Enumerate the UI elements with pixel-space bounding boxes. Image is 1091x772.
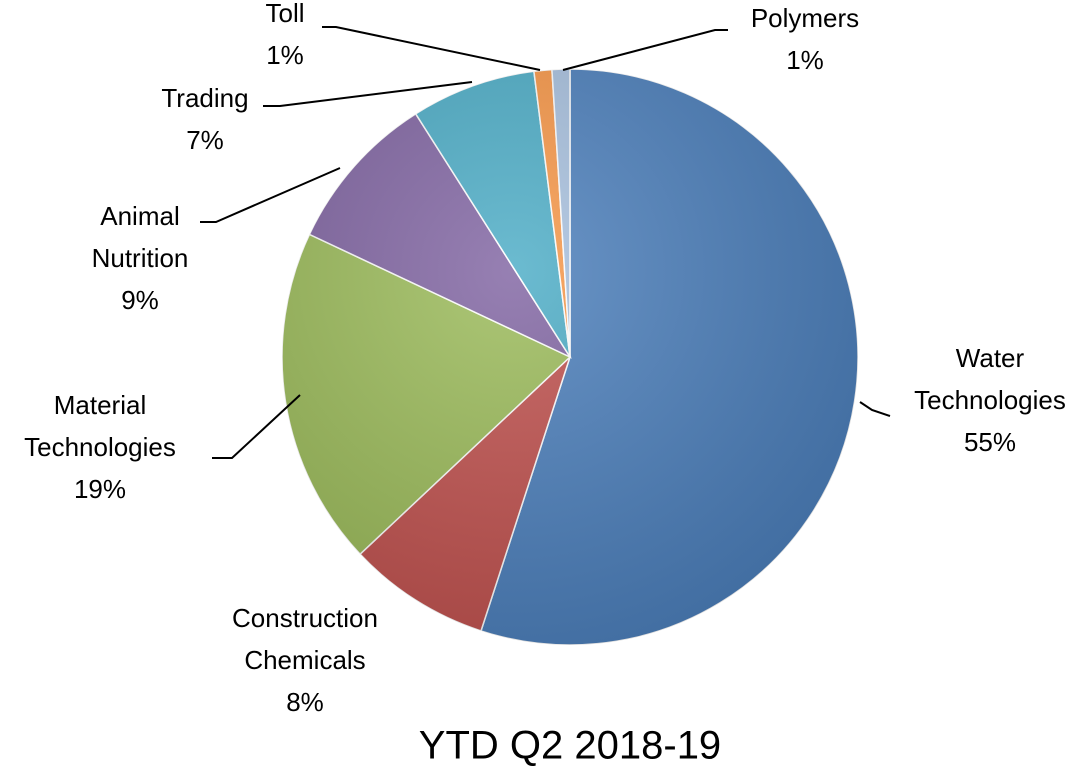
category-label: Toll	[265, 0, 304, 28]
category-label: Material Technologies	[24, 390, 176, 462]
value-label: 55%	[964, 427, 1016, 457]
category-label: Construction Chemicals	[232, 603, 378, 675]
category-label: Water Technologies	[914, 343, 1066, 415]
value-label: 9%	[121, 285, 159, 315]
value-label: 1%	[786, 45, 824, 75]
value-label: 1%	[266, 40, 304, 70]
category-label: Polymers	[751, 3, 859, 33]
leader-line	[200, 167, 341, 223]
leader-line	[322, 26, 541, 71]
value-label: 8%	[286, 687, 324, 717]
chart-title: YTD Q2 2018-19	[419, 724, 721, 768]
leader-line	[562, 29, 728, 71]
leader-line	[859, 401, 891, 417]
category-label: Animal Nutrition	[92, 201, 189, 273]
value-label: 7%	[186, 125, 224, 155]
category-label: Trading	[161, 83, 248, 113]
leader-line	[263, 81, 473, 107]
leader-line	[212, 394, 301, 459]
value-label: 19%	[74, 474, 126, 504]
